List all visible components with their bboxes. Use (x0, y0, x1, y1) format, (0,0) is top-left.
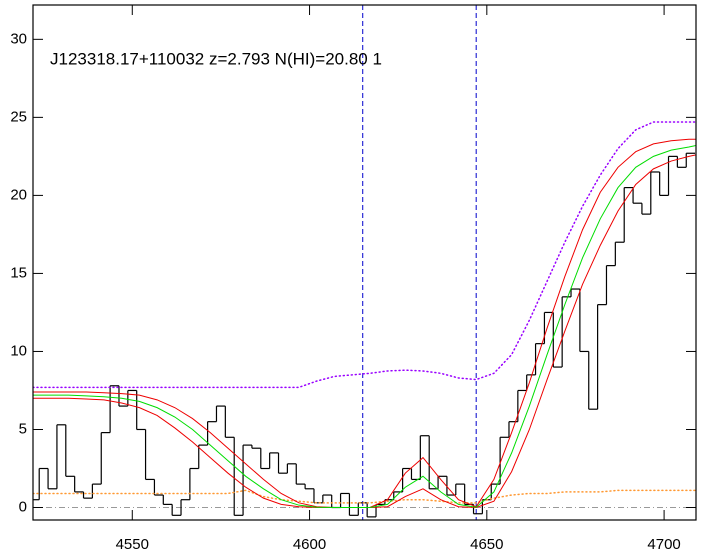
curve (33, 489, 696, 504)
y-tick-label: 5 (19, 420, 27, 437)
x-tick-label: 4700 (647, 536, 680, 553)
plot-area (33, 5, 696, 520)
curve (33, 138, 696, 509)
spectrum-risers (38, 153, 687, 517)
y-tick-label: 15 (10, 264, 27, 281)
chart-title: J123318.17+110032 z=2.793 N(HI)=20.80 1 (50, 49, 382, 68)
y-tick-label: 30 (10, 30, 27, 47)
curve (33, 144, 696, 509)
y-tick-label: 25 (10, 108, 27, 125)
y-tick-label: 0 (19, 498, 27, 515)
y-tick-label: 20 (10, 186, 27, 203)
curve (33, 154, 696, 509)
x-tick-label: 4650 (470, 536, 503, 553)
curve (33, 121, 696, 389)
x-tick-label: 4600 (293, 536, 326, 553)
x-tick-label: 4550 (116, 536, 149, 553)
y-tick-label: 10 (10, 342, 27, 359)
axes-frame (32, 4, 697, 521)
